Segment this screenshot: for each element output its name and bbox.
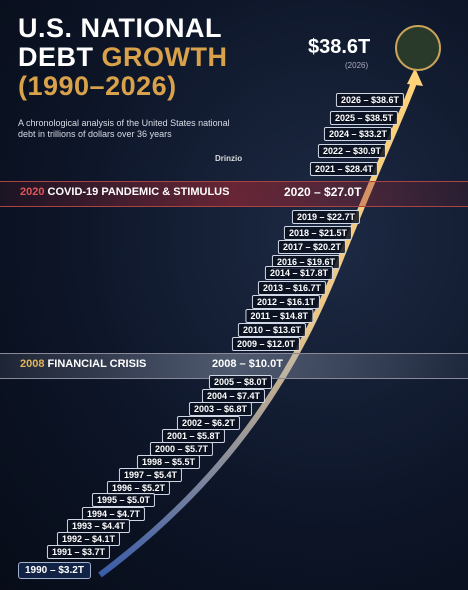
timeline-label: 2019 – $22.7T [291,210,360,224]
timeline-label: 2021 – $28.4T [309,162,378,176]
timeline-label: 2003 – $6.8T [188,402,252,416]
timeline-label: 1997 – $5.4T [118,468,182,482]
timeline-label: 1998 – $5.5T [136,455,200,469]
timeline-label: 2026 – $38.6T [335,93,404,107]
peak-value: $38.6T [308,36,371,58]
event-value: 2020 – $27.0T [284,185,362,199]
timeline-label: 2010 – $13.6T [237,323,306,337]
timeline-label: 2017 – $20.2T [277,240,346,254]
event-title: 2008 FINANCIAL CRISIS [20,358,146,370]
title-word: GROWTH [101,42,228,72]
timeline-label: 1992 – $4.1T [56,532,120,546]
event-value: 2008 – $10.0T [212,358,283,370]
timeline-label: 1991 – $3.7T [46,545,110,559]
timeline-label: 2013 – $16.7T [257,281,326,295]
title: U.S. NATIONAL [18,13,222,43]
timeline-label: 2002 – $6.2T [176,416,240,430]
peak-year: (2026) [345,61,369,70]
timeline-label: 2011 – $14.8T [245,309,313,323]
timeline-label: 2004 – $7.4T [201,389,265,403]
timeline-label: 2000 – $5.7T [149,442,213,456]
growth-curve [98,78,418,578]
event-year: 2020 [20,186,45,198]
money-icon [395,25,441,71]
timeline-label: 2014 – $17.8T [264,266,333,280]
timeline-label: 2001 – $5.8T [161,429,225,443]
timeline-label: 2022 – $30.9T [317,144,386,158]
timeline-label: 2018 – $21.5T [283,226,352,240]
timeline-label: 1993 – $4.4T [66,519,130,533]
subtitle: A chronological analysis of the United S… [18,118,230,139]
event-title: 2020 COVID-19 PANDEMIC & STIMULUS [20,186,229,198]
crisis-band [0,353,468,379]
timeline-label: 2009 – $12.0T [231,337,300,351]
timeline-label: 2024 – $33.2T [323,127,392,141]
timeline-label: 1995 – $5.0T [91,493,155,507]
title: (1990–2026) [18,71,177,101]
brand: Drinzio [215,154,243,163]
timeline-label: 2012 – $16.1T [251,295,320,309]
covid-band [0,181,468,207]
event-year: 2008 [20,358,45,370]
title: DEBT GROWTH [18,43,228,72]
event-name: FINANCIAL CRISIS [47,358,147,370]
start-label: 1990 – $3.2T [18,562,91,579]
timeline-label: 2005 – $8.0T [208,375,272,389]
timeline-label: 2025 – $38.5T [329,111,398,125]
event-name: COVID-19 PANDEMIC & STIMULUS [47,186,230,198]
arrow-head [407,68,423,86]
title-word: DEBT [18,42,94,72]
